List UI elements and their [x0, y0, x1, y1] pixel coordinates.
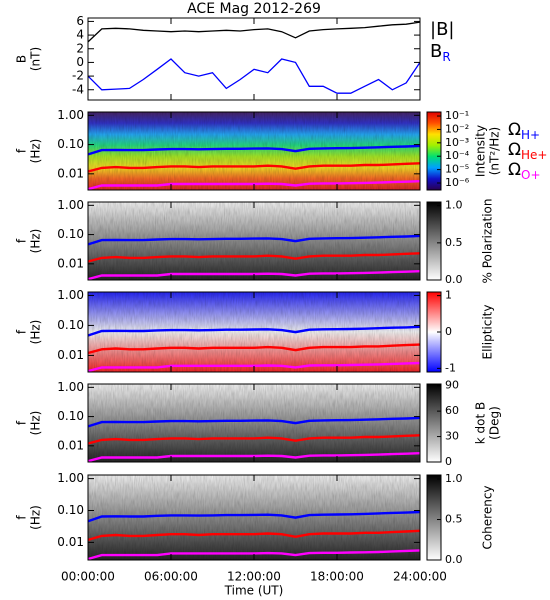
y-axis-label: f [15, 420, 29, 425]
data-line [87, 21, 421, 43]
y-tick-label: 1.00 [57, 380, 84, 394]
y-axis-label: (nT) [29, 47, 43, 71]
legend-subscript: R [442, 50, 450, 64]
colorbar [426, 201, 442, 281]
y-tick-label: 0.10 [57, 409, 84, 423]
y-tick-label: 0.01 [57, 256, 84, 270]
colorbar-tick-label: 1.0 [445, 199, 463, 212]
colorbar [426, 111, 442, 191]
y-axis-label: (Hz) [29, 411, 43, 436]
frequency-line [87, 252, 421, 263]
frequency-line [87, 325, 421, 337]
y-axis-label: f [15, 148, 29, 153]
y-tick-label: 0.10 [57, 227, 84, 241]
y-tick-label: 1.00 [57, 198, 84, 212]
y-tick-label: 0.10 [57, 137, 84, 151]
frequency-line [87, 416, 421, 428]
colorbar-label: (Deg) [488, 406, 502, 440]
colorbar-label: Intensity [474, 125, 488, 177]
y-axis-label: B [15, 55, 29, 63]
frequency-line [87, 144, 421, 156]
legend-subscript: He+ [521, 148, 547, 162]
y-axis-label: (Hz) [29, 139, 43, 164]
legend-label: ΩH+ [508, 120, 540, 142]
data-line [87, 58, 421, 94]
y-axis-label: (Hz) [29, 229, 43, 254]
y-axis-label: f [15, 238, 29, 243]
y-tick-label: 0.10 [57, 503, 84, 517]
colorbar-tick-label: 10⁻¹ [445, 109, 469, 122]
colorbar-tick-label: 10⁻⁴ [445, 149, 470, 162]
y-tick-label: 0.10 [57, 318, 84, 332]
y-axis-label: f [15, 515, 29, 520]
legend-label: ΩO+ [508, 160, 541, 182]
x-axis-label: Time (UT) [224, 584, 284, 598]
y-axis-label: (Hz) [29, 320, 43, 345]
colorbar-tick-label: 90 [445, 379, 459, 392]
y-tick-label: 6 [76, 14, 84, 28]
frequency-line [87, 529, 421, 542]
y-tick-label: -2 [72, 69, 84, 83]
frequency-line [87, 343, 421, 355]
y-tick-label: 1.00 [57, 108, 84, 122]
frequency-line [87, 549, 421, 561]
y-tick-label: 0.01 [57, 348, 84, 362]
y-tick-label: 0 [76, 55, 84, 69]
legend-subscript: O+ [521, 168, 541, 182]
colorbar-label: Coherency [481, 485, 495, 549]
y-tick-label: 4 [76, 28, 84, 42]
x-tick-label: 06:00:00 [144, 570, 198, 584]
y-tick-label: 2 [76, 41, 84, 55]
y-axis-label: f [15, 329, 29, 334]
y-tick-label: 0.01 [57, 438, 84, 452]
colorbar [426, 474, 442, 561]
x-tick-label: 24:00:00 [393, 570, 447, 584]
frequency-line [87, 162, 421, 173]
x-tick-label: 12:00:00 [227, 570, 281, 584]
colorbar-label: k dot B [474, 402, 488, 444]
colorbar-tick-label: -1 [445, 361, 456, 374]
colorbar-tick-label: 0.5 [445, 513, 463, 526]
colorbar-label: (nT²/Hz) [488, 127, 502, 175]
colorbar-tick-label: 1.0 [445, 472, 463, 485]
y-tick-label: 0.01 [57, 535, 84, 549]
frequency-line [87, 434, 421, 445]
legend-label: |B| [430, 19, 454, 40]
y-tick-label: -4 [72, 82, 84, 96]
colorbar-tick-label: 10⁻⁶ [445, 176, 470, 189]
colorbar-tick-label: 10⁻² [445, 122, 469, 135]
y-tick-label: 1.00 [57, 471, 84, 485]
legend-subscript: H+ [521, 128, 540, 142]
x-tick-label: 18:00:00 [310, 570, 364, 584]
colorbar [426, 383, 442, 463]
colorbar-tick-label: 10⁻⁵ [445, 163, 469, 176]
colorbar-tick-label: 10⁻³ [445, 136, 469, 149]
frequency-line [87, 361, 421, 373]
y-axis-label: (Hz) [29, 505, 43, 530]
colorbar-label: Ellipticity [481, 305, 495, 360]
colorbar-label: % Polarization [481, 199, 495, 284]
frequency-line [87, 234, 421, 246]
y-tick-label: 1.00 [57, 288, 84, 302]
colorbar-tick-label: 1 [445, 289, 452, 302]
colorbar-tick-label: 0 [445, 325, 452, 338]
colorbar-tick-label: 0.0 [445, 273, 463, 286]
y-tick-label: 0.01 [57, 166, 84, 180]
legend-label: BR [430, 41, 451, 64]
colorbar-tick-label: 0 [445, 455, 452, 468]
colorbar-tick-label: 0.0 [445, 553, 463, 566]
chart-title: ACE Mag 2012-269 [187, 1, 321, 17]
colorbar-tick-label: 30 [445, 430, 459, 443]
legend-label: ΩHe+ [508, 140, 547, 162]
colorbar-tick-label: 60 [445, 404, 459, 417]
frequency-line [87, 510, 421, 523]
colorbar-tick-label: 0.5 [445, 236, 463, 249]
x-tick-label: 00:00:00 [61, 570, 115, 584]
